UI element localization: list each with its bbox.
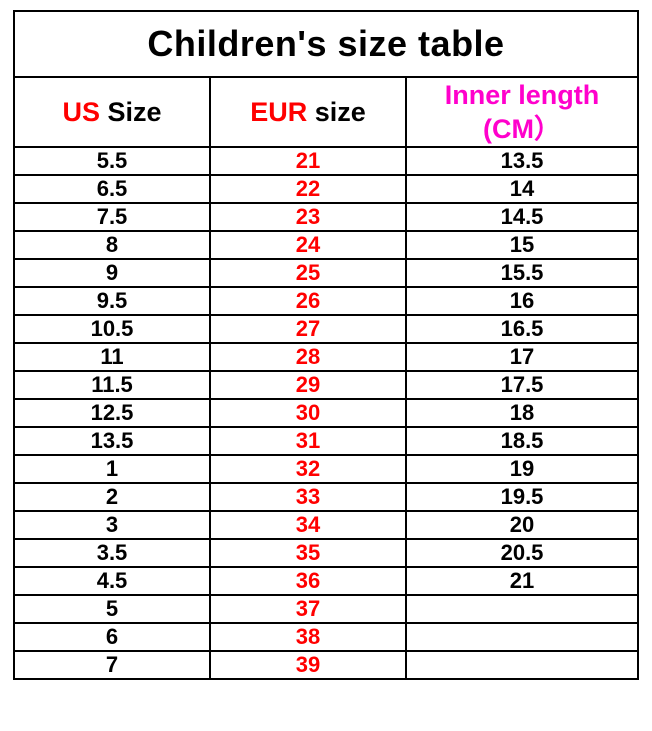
us-size-value: 9 (13, 258, 211, 288)
size-table-row: 5.5 21 13.5 (13, 146, 640, 176)
us-size-value: 7.5 (13, 202, 211, 232)
inner-length-value: 19.5 (404, 482, 640, 512)
us-size-header-accent: US (62, 96, 100, 127)
column-header-inner-length: Inner length (CM） (404, 76, 640, 148)
inner-length-value: 17 (404, 342, 640, 372)
size-table-row: 10.5 27 16.5 (13, 314, 640, 344)
size-table-row: 11 28 17 (13, 342, 640, 372)
inner-length-value: 20 (404, 510, 640, 540)
inner-length-value: 16.5 (404, 314, 640, 344)
children-size-table: Children's size table US Size EUR size I… (12, 10, 640, 680)
inner-length-value: 17.5 (404, 370, 640, 400)
size-table-row: 6.5 22 14 (13, 174, 640, 204)
inner-length-value: 18 (404, 398, 640, 428)
inner-length-value: 21 (404, 566, 640, 596)
column-header-eur-size: EUR size (209, 76, 407, 148)
eur-size-value: 35 (209, 538, 407, 568)
eur-size-value: 39 (209, 650, 407, 680)
eur-size-header-accent: EUR (250, 96, 308, 127)
us-size-value: 3.5 (13, 538, 211, 568)
inner-length-value: 13.5 (404, 146, 640, 176)
size-table-row: 11.5 29 17.5 (13, 370, 640, 400)
inner-length-value: 18.5 (404, 426, 640, 456)
us-size-value: 4.5 (13, 566, 211, 596)
eur-size-value: 31 (209, 426, 407, 456)
size-table-row: 7.5 23 14.5 (13, 202, 640, 232)
us-size-value: 1 (13, 454, 211, 484)
eur-size-value: 26 (209, 286, 407, 316)
eur-size-value: 33 (209, 482, 407, 512)
eur-size-value: 38 (209, 622, 407, 652)
us-size-value: 6.5 (13, 174, 211, 204)
us-size-value: 13.5 (13, 426, 211, 456)
eur-size-value: 23 (209, 202, 407, 232)
us-size-header-rest: Size (99, 96, 162, 127)
column-header-row: US Size EUR size Inner length (CM） (13, 76, 640, 148)
size-table-row: 8 24 15 (13, 230, 640, 260)
eur-size-value: 34 (209, 510, 407, 540)
eur-size-value: 22 (209, 174, 407, 204)
inner-length-value: 15 (404, 230, 640, 260)
size-table-row: 5 37 (13, 594, 640, 624)
size-table-row: 3.5 35 20.5 (13, 538, 640, 568)
size-table-row: 7 39 (13, 650, 640, 680)
inner-length-value (404, 650, 640, 680)
size-table-row: 9 25 15.5 (13, 258, 640, 288)
us-size-value: 11 (13, 342, 211, 372)
eur-size-value: 36 (209, 566, 407, 596)
eur-size-header-rest: size (307, 96, 366, 127)
us-size-value: 10.5 (13, 314, 211, 344)
inner-length-value (404, 594, 640, 624)
inner-length-value: 15.5 (404, 258, 640, 288)
us-size-value: 12.5 (13, 398, 211, 428)
us-size-value: 2 (13, 482, 211, 512)
us-size-value: 11.5 (13, 370, 211, 400)
inner-length-value: 20.5 (404, 538, 640, 568)
size-table-row: 4.5 36 21 (13, 566, 640, 596)
us-size-value: 5.5 (13, 146, 211, 176)
size-table-row: 1 32 19 (13, 454, 640, 484)
us-size-value: 8 (13, 230, 211, 260)
size-table-row: 2 33 19.5 (13, 482, 640, 512)
title-row: Children's size table (12, 10, 640, 78)
size-table-row: 3 34 20 (13, 510, 640, 540)
us-size-value: 3 (13, 510, 211, 540)
eur-size-value: 28 (209, 342, 407, 372)
inner-length-header-line2: (CM） (483, 114, 561, 144)
inner-length-value: 14 (404, 174, 640, 204)
eur-size-value: 25 (209, 258, 407, 288)
eur-size-value: 24 (209, 230, 407, 260)
eur-size-value: 29 (209, 370, 407, 400)
inner-length-value: 16 (404, 286, 640, 316)
inner-length-value: 14.5 (404, 202, 640, 232)
us-size-value: 6 (13, 622, 211, 652)
us-size-value: 5 (13, 594, 211, 624)
size-table-row: 13.5 31 18.5 (13, 426, 640, 456)
us-size-value: 7 (13, 650, 211, 680)
table-title: Children's size table (12, 10, 640, 78)
eur-size-value: 30 (209, 398, 407, 428)
inner-length-value: 19 (404, 454, 640, 484)
column-header-us-size: US Size (13, 76, 211, 148)
inner-length-header-line1: Inner length (444, 80, 600, 110)
eur-size-value: 37 (209, 594, 407, 624)
inner-length-value (404, 622, 640, 652)
size-table-row: 12.5 30 18 (13, 398, 640, 428)
eur-size-value: 27 (209, 314, 407, 344)
size-table-row: 9.5 26 16 (13, 286, 640, 316)
eur-size-value: 32 (209, 454, 407, 484)
size-table-body: 5.5 21 13.5 6.5 22 14 7.5 23 14.5 8 24 1… (13, 146, 640, 680)
size-table-row: 6 38 (13, 622, 640, 652)
us-size-value: 9.5 (13, 286, 211, 316)
eur-size-value: 21 (209, 146, 407, 176)
